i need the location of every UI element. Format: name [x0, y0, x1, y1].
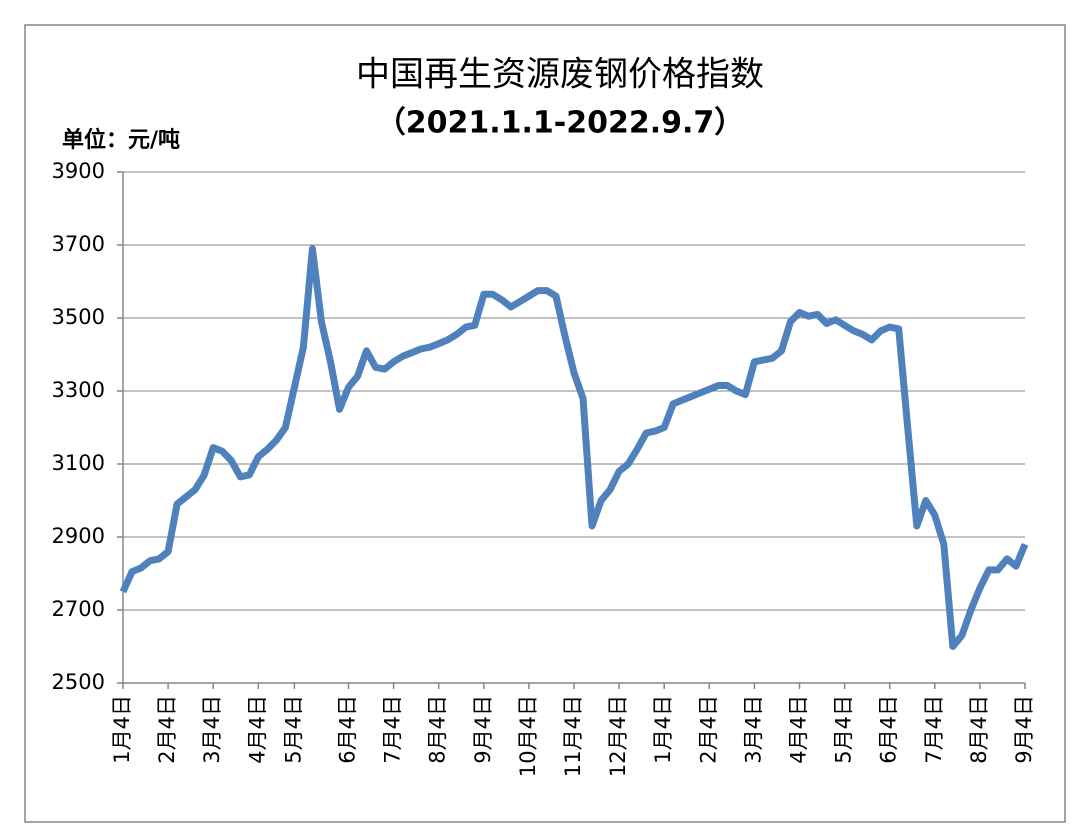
x-tick-label: 5月4日 [281, 695, 305, 764]
x-tick-label: 12月4日 [606, 695, 630, 777]
y-tick-label: 3100 [52, 451, 105, 475]
x-tick-label: 8月4日 [967, 695, 991, 764]
x-tick-label: 3月4日 [200, 695, 224, 764]
x-tick-label: 1月4日 [110, 695, 134, 764]
x-tick-label: 4月4日 [245, 695, 269, 764]
y-tick-label: 3700 [52, 232, 105, 256]
line-series [119, 245, 1029, 650]
x-tick-label: 7月4日 [922, 695, 946, 764]
y-axis-label: 单位：元/吨 [62, 127, 180, 153]
x-tick-label: 7月4日 [381, 695, 405, 764]
x-tick-label: 10月4日 [516, 695, 540, 777]
x-tick-label: 6月4日 [336, 695, 360, 764]
chart-title: 中国再生资源废钢价格指数 [356, 55, 764, 95]
x-tick-label: 2月4日 [155, 695, 179, 764]
chart-frame [24, 24, 1066, 823]
x-tick-label: 2月4日 [696, 695, 720, 764]
y-tick-label: 3500 [52, 305, 105, 329]
x-tick-label: 4月4日 [787, 695, 811, 764]
chart-subtitle: （2021.1.1-2022.9.7） [376, 106, 745, 141]
y-tick-label: 2700 [52, 597, 105, 621]
y-tick-label: 2900 [52, 524, 105, 548]
x-tick-label: 5月4日 [832, 695, 856, 764]
x-tick-label: 1月4日 [651, 695, 675, 764]
x-tick-label: 11月4日 [561, 695, 585, 777]
y-tick-label: 3900 [52, 159, 105, 183]
x-tick-label: 3月4日 [741, 695, 765, 764]
y-tick-label: 2500 [52, 670, 105, 694]
x-tick-label: 6月4日 [877, 695, 901, 764]
x-tick-label: 9月4日 [1012, 695, 1036, 764]
x-tick-label: 8月4日 [426, 695, 450, 764]
y-tick-label: 3300 [52, 378, 105, 402]
x-tick-label: 9月4日 [471, 695, 495, 764]
